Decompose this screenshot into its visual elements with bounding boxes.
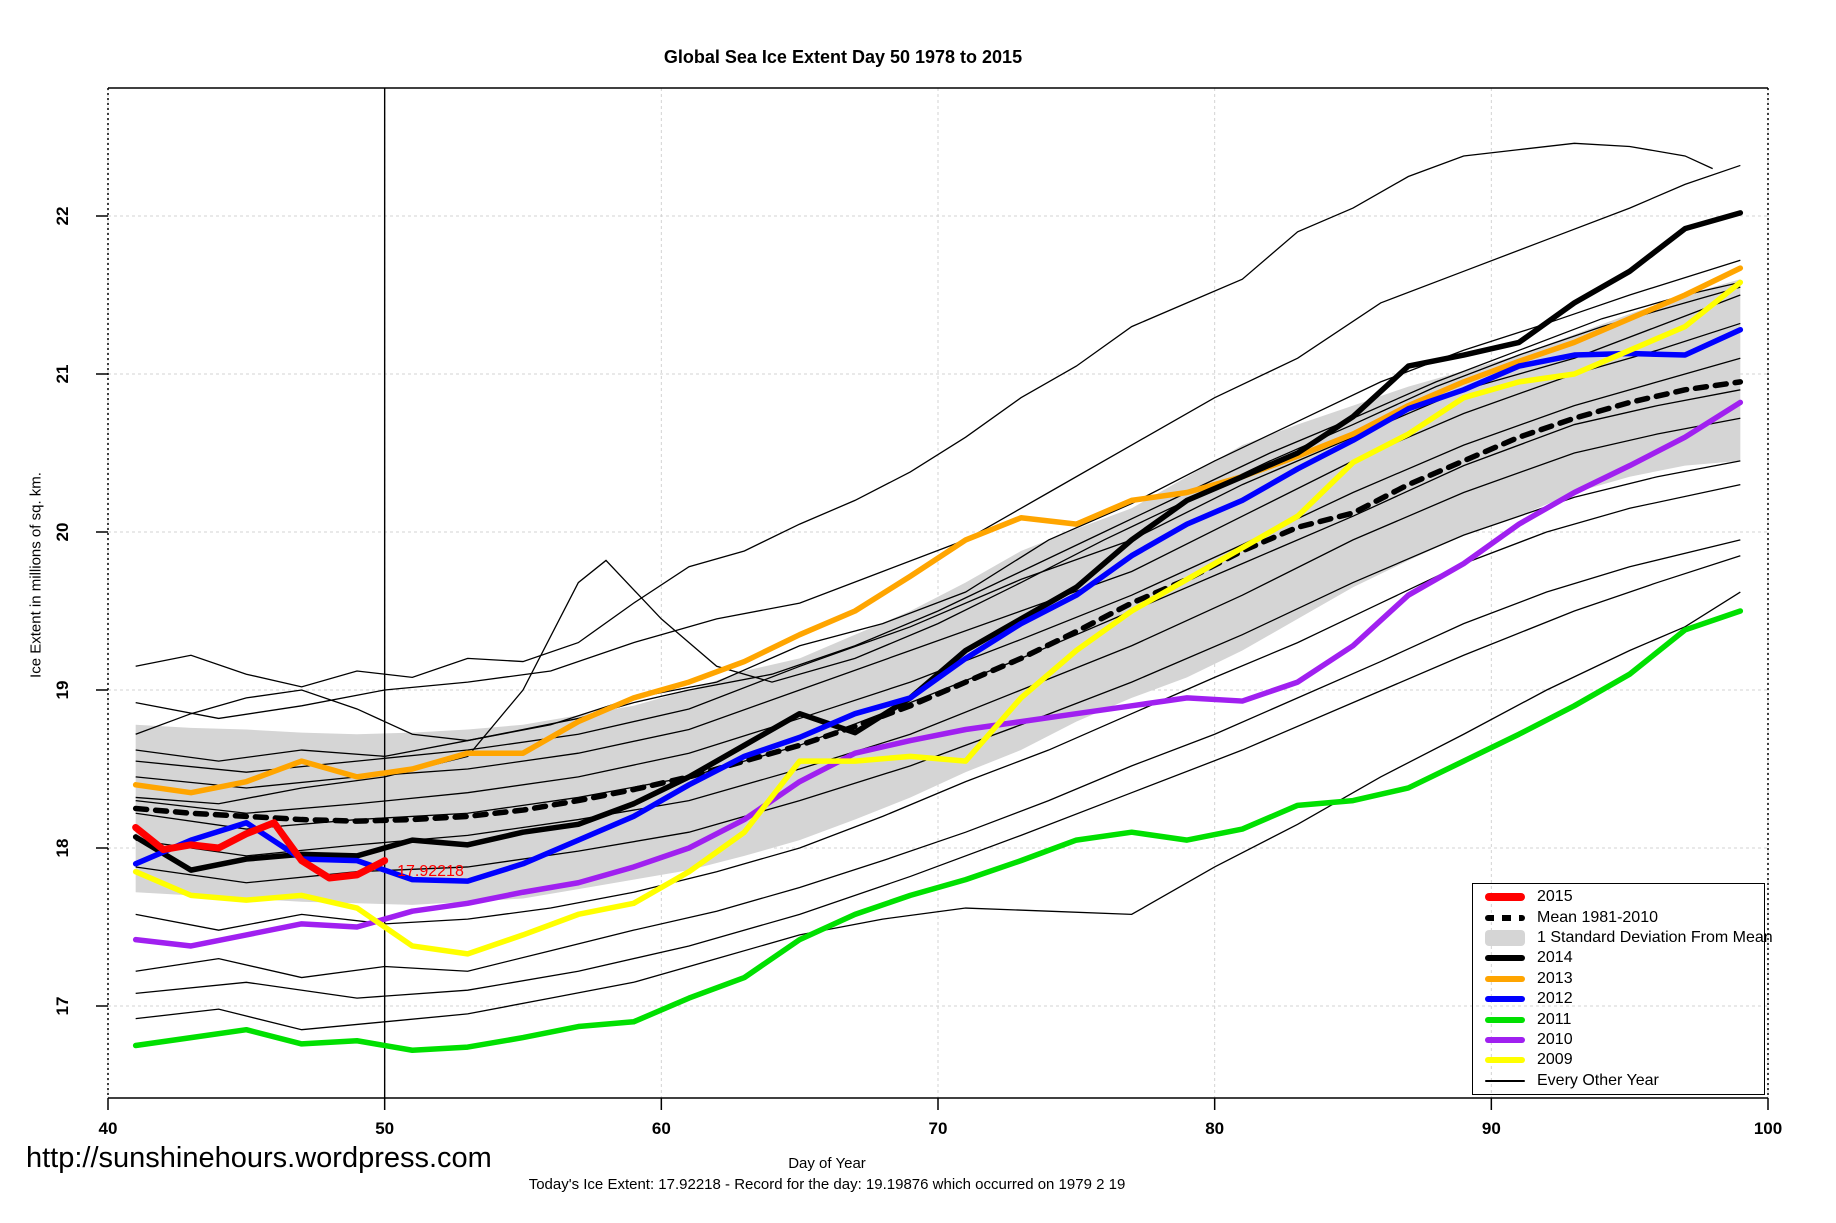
legend-swatch bbox=[1485, 1016, 1525, 1023]
legend-swatch bbox=[1485, 1079, 1525, 1082]
legend-label: 2015 bbox=[1537, 888, 1573, 906]
legend-swatch bbox=[1485, 929, 1525, 946]
legend-label: 2009 bbox=[1537, 1051, 1573, 1069]
legend-item-2009: 2009 bbox=[1485, 1050, 1764, 1070]
every-other-year-line-0 bbox=[135, 142, 1713, 688]
legend-label: 2012 bbox=[1537, 990, 1573, 1008]
x-tick-label-60: 60 bbox=[652, 1119, 671, 1138]
legend-swatch bbox=[1485, 996, 1525, 1003]
every-other-year-line-10 bbox=[135, 539, 1741, 979]
series-2014 bbox=[132, 210, 1744, 873]
series-2010 bbox=[132, 399, 1744, 949]
legend-item-2010: 2010 bbox=[1485, 1030, 1764, 1050]
legend-label: 2014 bbox=[1537, 949, 1573, 967]
x-tick-label-40: 40 bbox=[99, 1119, 118, 1138]
source-url-text: http://sunshinehours.wordpress.com bbox=[26, 1142, 492, 1174]
x-tick-label-100: 100 bbox=[1754, 1119, 1782, 1138]
legend-label: Mean 1981-2010 bbox=[1537, 908, 1658, 926]
legend-item-2011: 2011 bbox=[1485, 1009, 1764, 1029]
legend-item-every-other-year: Every Other Year bbox=[1485, 1071, 1764, 1091]
legend-swatch bbox=[1485, 975, 1525, 982]
legend-swatch bbox=[1485, 1037, 1525, 1044]
legend-item-2013: 2013 bbox=[1485, 969, 1764, 989]
legend-swatch bbox=[1485, 955, 1525, 962]
y-axis-label: Ice Extent in millions of sq. km. bbox=[27, 472, 45, 678]
every-other-year-line-12 bbox=[135, 555, 1741, 999]
x-tick-label-90: 90 bbox=[1482, 1119, 1501, 1138]
y-tick-label-21: 21 bbox=[53, 365, 72, 384]
legend-item-1-standard-deviation-from-mean: 1 Standard Deviation From Mean bbox=[1485, 928, 1773, 948]
every-other-year-line-5 bbox=[135, 281, 1741, 742]
series-2011 bbox=[132, 608, 1744, 1053]
legend-label: 2010 bbox=[1537, 1031, 1573, 1049]
x-tick-label-50: 50 bbox=[375, 1119, 394, 1138]
chart-title: Global Sea Ice Extent Day 50 1978 to 201… bbox=[663, 47, 1023, 67]
series-2013 bbox=[132, 265, 1744, 796]
every-other-year-line-8 bbox=[135, 460, 1741, 884]
series-2012 bbox=[132, 327, 1744, 884]
x-tick-label-70: 70 bbox=[929, 1119, 948, 1138]
legend-label: 1 Standard Deviation From Mean bbox=[1537, 928, 1773, 946]
series-2009 bbox=[132, 279, 1744, 957]
y-tick-label-22: 22 bbox=[53, 207, 72, 226]
legend-swatch bbox=[1485, 1057, 1525, 1064]
every-other-year-line-3 bbox=[135, 294, 1741, 773]
legend-item-mean-1981-2010: Mean 1981-2010 bbox=[1485, 907, 1764, 927]
legend-label: Every Other Year bbox=[1537, 1071, 1659, 1089]
y-tick-label-19: 19 bbox=[53, 681, 72, 700]
every-other-year-line-4 bbox=[135, 322, 1741, 789]
series-mean-1981-2010 bbox=[132, 379, 1744, 824]
y-tick-label-20: 20 bbox=[53, 523, 72, 542]
today-extent-caption: Today's Ice Extent: 17.92218 - Record fo… bbox=[528, 1176, 1126, 1193]
legend-item-2012: 2012 bbox=[1485, 989, 1764, 1009]
legend-label: 2011 bbox=[1537, 1010, 1572, 1028]
every-other-year-line-11 bbox=[135, 591, 1741, 1031]
y-tick-label-17: 17 bbox=[53, 997, 72, 1016]
legend-swatch bbox=[1485, 914, 1525, 921]
chart-legend: 2015 Mean 1981-2010 1 Standard Deviation F… bbox=[1472, 883, 1773, 1095]
legend-label: 2013 bbox=[1537, 969, 1573, 987]
current-value-annotation: 17.92218 bbox=[397, 863, 464, 880]
legend-item-2014: 2014 bbox=[1485, 948, 1764, 968]
legend-swatch bbox=[1485, 893, 1525, 902]
legend-item-2015: 2015 bbox=[1485, 887, 1764, 907]
y-tick-label-18: 18 bbox=[53, 839, 72, 858]
x-tick-label-80: 80 bbox=[1205, 1119, 1224, 1138]
x-axis-label: Day of Year bbox=[788, 1155, 866, 1172]
series-2015 bbox=[132, 819, 389, 882]
